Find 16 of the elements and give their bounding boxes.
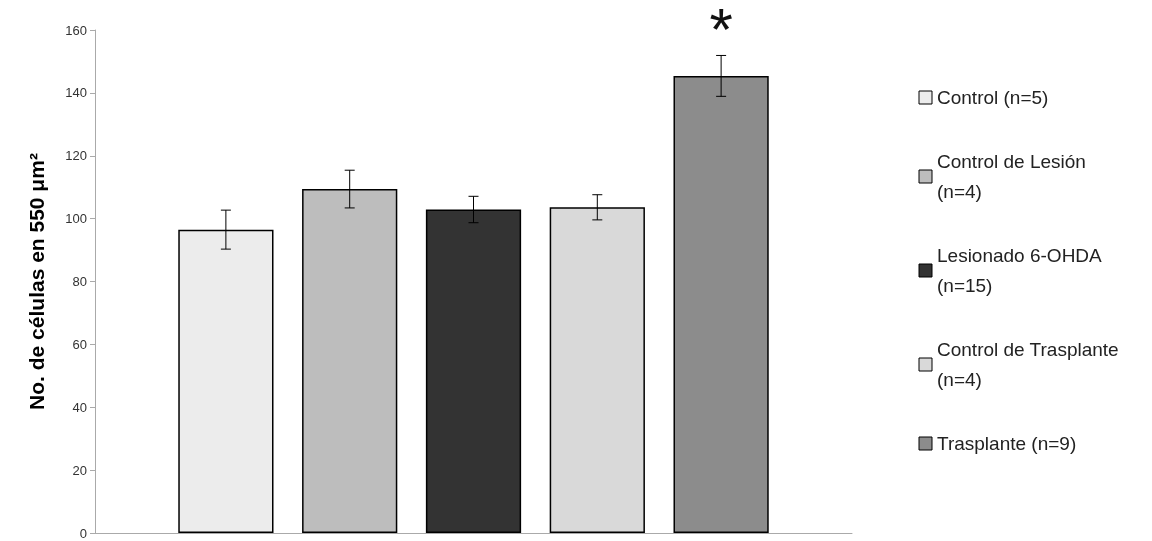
y-tick-label: 160	[65, 22, 87, 38]
annotation: *	[709, 0, 733, 64]
y-axis-title: No. de células en 550 μm²	[25, 153, 48, 410]
legend-label: Control de Trasplante (n=4)	[937, 339, 1130, 390]
legend-label: Trasplante (n=9)	[937, 433, 1077, 454]
y-tick-label: 40	[72, 399, 87, 415]
y-tick-label: 80	[72, 274, 87, 289]
y-tick-label: 20	[72, 462, 87, 478]
y-tick-label: 60	[72, 336, 87, 352]
legend-label: Control de Lesión (n=4)	[937, 151, 1092, 202]
y-tick-label: 100	[65, 211, 87, 227]
legend-label: Control (n=5)	[937, 87, 1049, 108]
y-tick-label: 140	[65, 85, 87, 101]
legend-label: Lesionado 6-OHDA (n=15)	[937, 245, 1106, 296]
y-tick-label: 0	[79, 525, 87, 541]
y-tick-label: 120	[65, 148, 87, 164]
